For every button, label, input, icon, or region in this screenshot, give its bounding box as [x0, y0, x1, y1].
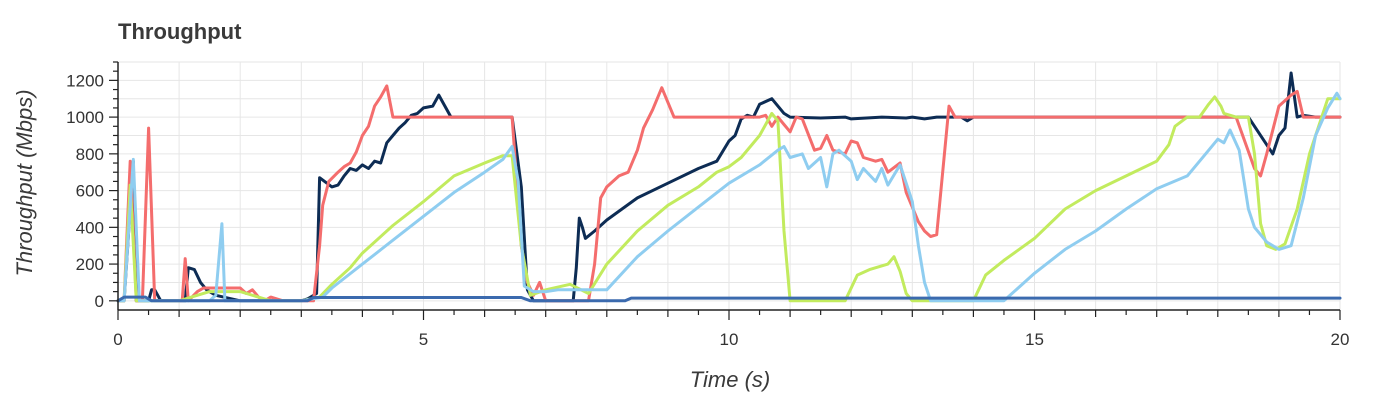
series-line-4	[116, 91, 1342, 303]
y-tick-label: 1000	[66, 108, 104, 127]
x-tick-label: 20	[1331, 330, 1350, 349]
x-axis-label: Time (s)	[690, 367, 770, 392]
series-line-5	[116, 295, 1342, 303]
chart-title: Throughput	[118, 19, 242, 44]
gridlines	[117, 61, 1341, 310]
y-axis-label: Throughput (Mbps)	[12, 89, 37, 276]
series-lines	[116, 71, 1342, 303]
series-line-2	[116, 84, 1342, 303]
series-line-3	[116, 95, 1342, 303]
x-tick-label: 5	[419, 330, 428, 349]
y-tick-label: 800	[76, 145, 104, 164]
y-tick-label: 400	[76, 218, 104, 237]
x-tick-label: 0	[113, 330, 122, 349]
y-tick-label: 200	[76, 255, 104, 274]
y-tick-label: 600	[76, 182, 104, 201]
x-tick-label: 15	[1025, 330, 1044, 349]
x-tick-label: 10	[720, 330, 739, 349]
series-line-1	[116, 71, 1342, 303]
y-tick-label: 0	[95, 292, 104, 311]
y-tick-label: 1200	[66, 71, 104, 90]
